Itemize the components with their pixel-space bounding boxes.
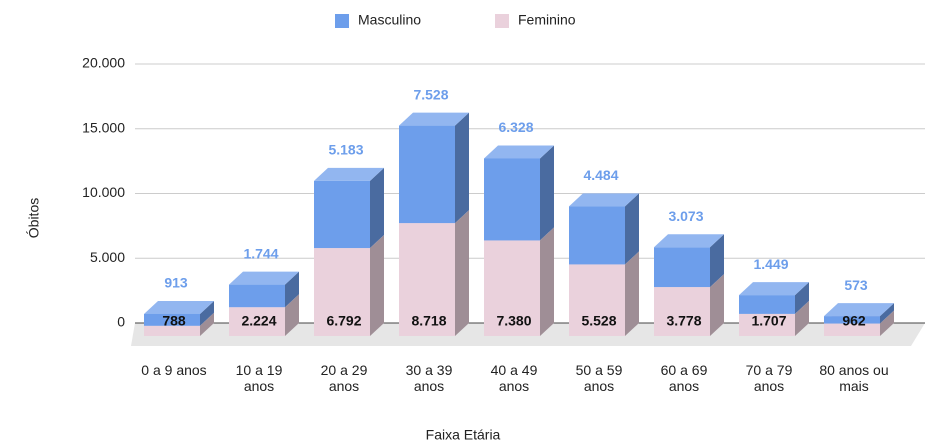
bar-side xyxy=(880,303,894,324)
y-axis-title: Óbitos xyxy=(26,198,42,238)
y-tick-label: 15.000 xyxy=(82,119,125,135)
bar xyxy=(569,206,625,265)
bar-side xyxy=(625,251,639,336)
bar xyxy=(654,287,710,336)
bar xyxy=(399,223,455,336)
bar-top xyxy=(144,300,214,314)
bar-top xyxy=(739,282,809,296)
x-tick-label: 80 anos ou mais xyxy=(819,362,889,394)
legend-swatch xyxy=(495,14,509,28)
bar-top xyxy=(314,167,384,181)
data-label: 8.718 xyxy=(411,313,446,329)
bar-side xyxy=(880,310,894,336)
bar-top xyxy=(484,145,554,159)
x-tick-label: 10 a 19 anos xyxy=(235,362,283,394)
data-label: 3.073 xyxy=(668,208,703,224)
y-tick-label: 10.000 xyxy=(82,184,125,200)
bar-top xyxy=(824,303,894,317)
legend-swatch xyxy=(335,14,349,28)
bar xyxy=(824,323,880,336)
bar xyxy=(569,264,625,336)
y-tick-label: 5.000 xyxy=(90,249,125,265)
bar-side xyxy=(710,274,724,336)
bar-side xyxy=(370,167,384,249)
bar-side xyxy=(540,227,554,336)
data-label: 1.707 xyxy=(751,313,786,329)
bar xyxy=(229,284,285,308)
bar-side xyxy=(795,282,809,314)
x-tick-label: 0 a 9 anos xyxy=(141,362,207,378)
bar xyxy=(739,295,795,314)
bar-side xyxy=(540,145,554,241)
bar-top xyxy=(229,271,299,285)
data-label: 6.792 xyxy=(326,313,361,329)
bar xyxy=(144,325,200,336)
x-tick-label: 50 a 59 anos xyxy=(575,362,623,394)
legend-label: Feminino xyxy=(518,12,576,28)
bar xyxy=(399,125,455,224)
legend-label: Masculino xyxy=(358,12,421,28)
data-label: 6.328 xyxy=(498,119,533,135)
data-label: 1.449 xyxy=(753,256,788,272)
bar-side xyxy=(200,312,214,336)
y-tick-label: 20.000 xyxy=(82,55,125,71)
data-label: 788 xyxy=(162,313,186,329)
data-label: 1.744 xyxy=(243,245,278,261)
data-label: 3.778 xyxy=(666,313,701,329)
y-tick-label: 0 xyxy=(117,314,125,330)
bar xyxy=(739,313,795,336)
bar-side xyxy=(710,234,724,288)
bar xyxy=(654,247,710,288)
data-label: 7.380 xyxy=(496,313,531,329)
bar-side xyxy=(285,271,299,308)
bar-side xyxy=(455,210,469,336)
data-label: 2.224 xyxy=(241,313,276,329)
bar xyxy=(824,316,880,324)
x-tick-label: 30 a 39 anos xyxy=(405,362,453,394)
data-label: 4.484 xyxy=(583,167,618,183)
bar xyxy=(229,307,285,336)
x-axis-title: Faixa Etária xyxy=(426,427,501,443)
x-tick-label: 70 a 79 anos xyxy=(745,362,793,394)
data-label: 7.528 xyxy=(413,86,448,102)
bar-side xyxy=(455,112,469,224)
x-tick-label: 20 a 29 anos xyxy=(320,362,368,394)
data-label: 573 xyxy=(844,277,868,293)
x-tick-label: 40 a 49 anos xyxy=(490,362,538,394)
bar-top xyxy=(569,193,639,207)
bar-top xyxy=(654,234,724,248)
bar xyxy=(144,313,200,326)
bar-side xyxy=(795,300,809,336)
data-label: 962 xyxy=(842,313,866,329)
data-label: 913 xyxy=(164,275,188,291)
bar-side xyxy=(200,300,214,326)
x-tick-label: 60 a 69 anos xyxy=(660,362,708,394)
data-label: 5.183 xyxy=(328,142,363,158)
bar xyxy=(484,158,540,241)
bar xyxy=(484,240,540,336)
bar-side xyxy=(285,294,299,336)
bar xyxy=(314,248,370,336)
bar-top xyxy=(399,112,469,126)
bar-side xyxy=(370,235,384,336)
bar-side xyxy=(625,193,639,265)
data-label: 5.528 xyxy=(581,313,616,329)
bar xyxy=(314,180,370,249)
